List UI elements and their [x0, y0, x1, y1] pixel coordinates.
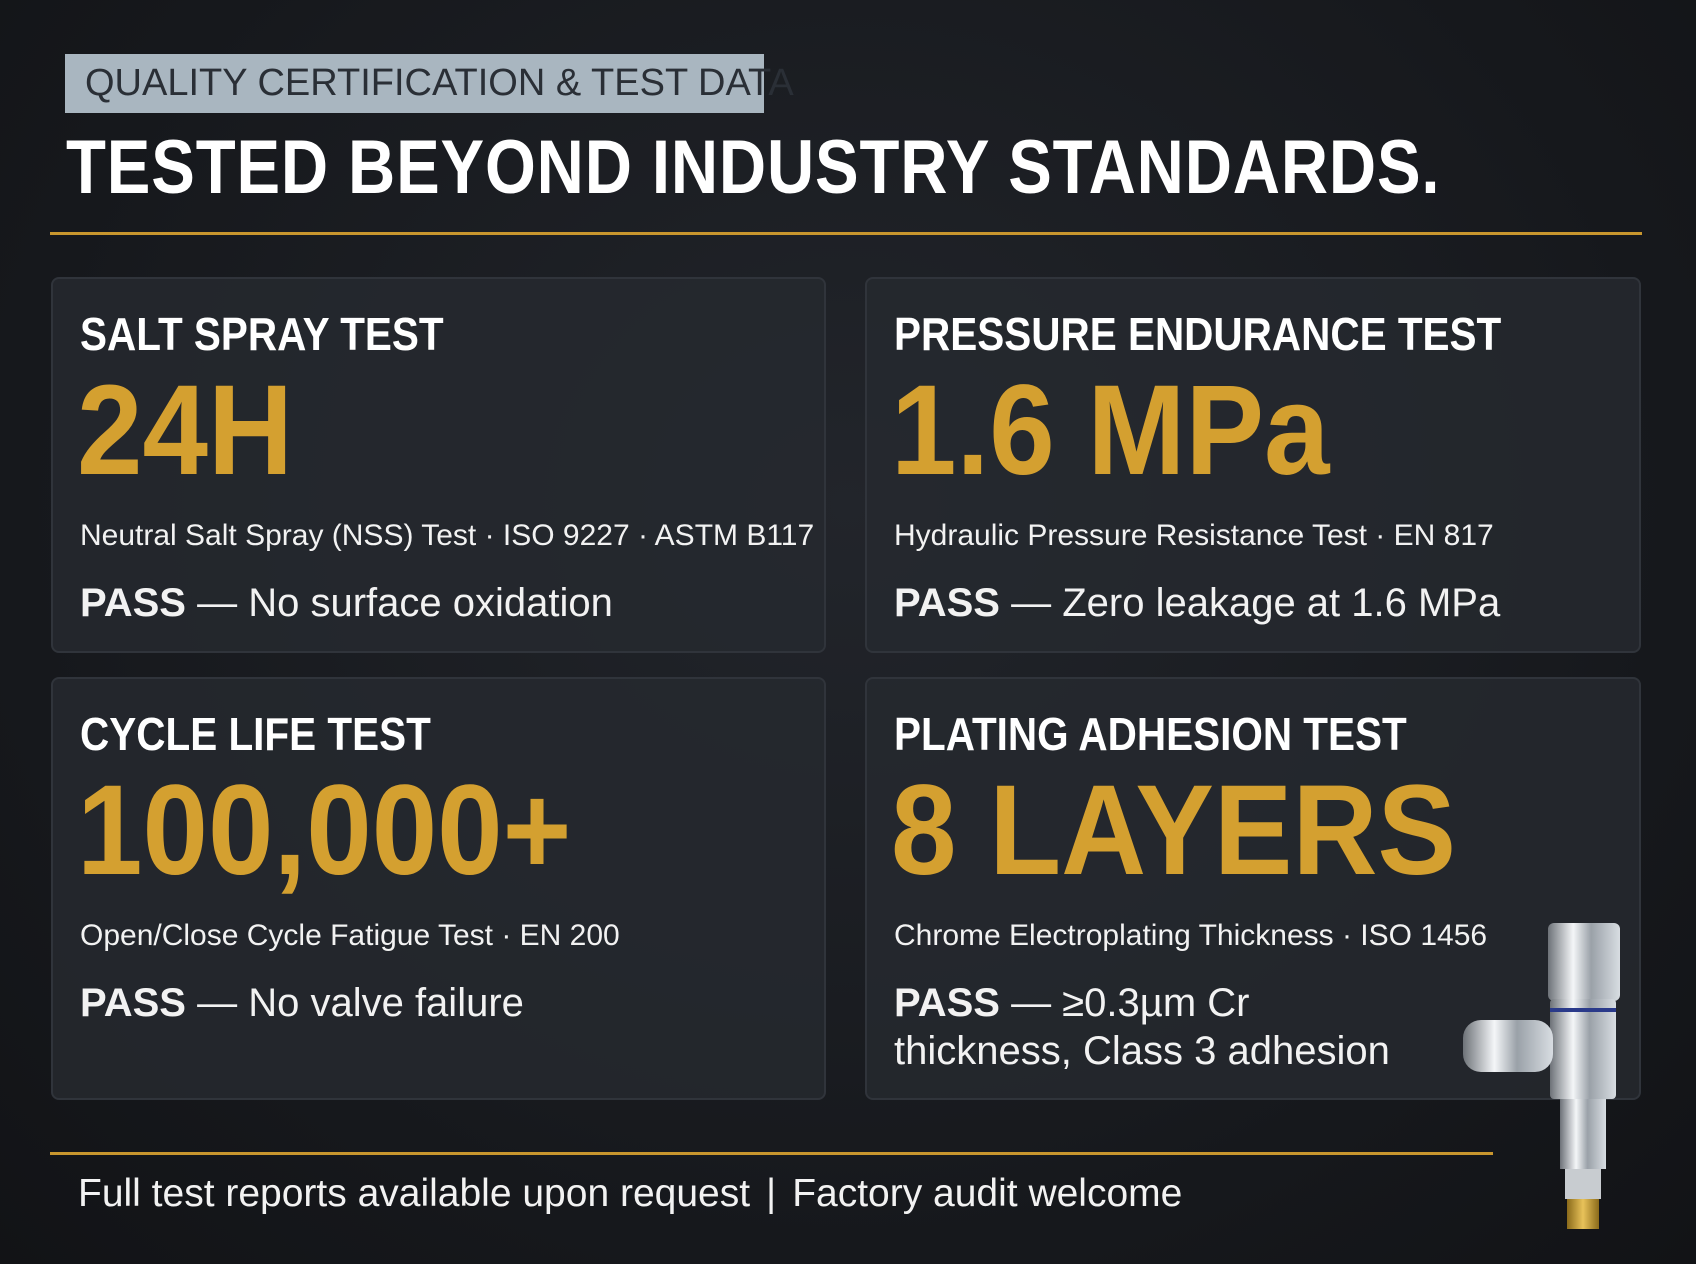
card-title: SALT SPRAY TEST	[80, 308, 444, 360]
card-standard: Open/Close Cycle Fatigue Test · EN 200	[80, 919, 620, 952]
test-card: SALT SPRAY TEST 24H Neutral Salt Spray (…	[51, 277, 826, 653]
card-result: PASS — No valve failure	[80, 979, 524, 1027]
footer-text: Factory audit welcome	[792, 1172, 1183, 1215]
card-value: 1.6 MPa	[891, 359, 1330, 502]
status: PASS	[894, 981, 1000, 1025]
detail: — No valve failure	[197, 981, 524, 1025]
section-tag: QUALITY CERTIFICATION & TEST DATA	[65, 54, 794, 113]
status: PASS	[80, 981, 186, 1025]
card-title: PRESSURE ENDURANCE TEST	[894, 308, 1502, 360]
card-result: PASS — No surface oxidation	[80, 579, 613, 627]
detail: — Zero leakage at 1.6 MPa	[1011, 581, 1501, 625]
card-title: PLATING ADHESION TEST	[894, 708, 1407, 760]
card-value: 24H	[77, 359, 294, 502]
card-standard: Hydraulic Pressure Resistance Test · EN …	[894, 519, 1494, 552]
divider	[50, 232, 1642, 235]
card-value: 8 LAYERS	[891, 759, 1457, 902]
test-card: CYCLE LIFE TEST 100,000+ Open/Close Cycl…	[51, 677, 826, 1100]
detail: — ≥0.3µm Cr thickness, Class 3 adhesion	[894, 981, 1390, 1073]
card-result: PASS — Zero leakage at 1.6 MPa	[894, 579, 1500, 627]
card-title: CYCLE LIFE TEST	[80, 708, 431, 760]
valve-image	[1463, 923, 1620, 1229]
status: PASS	[80, 581, 186, 625]
footer: Full test reports available upon request…	[78, 1172, 1182, 1216]
divider	[50, 1152, 1493, 1155]
page-title: TESTED BEYOND INDUSTRY STANDARDS.	[66, 125, 1441, 210]
footer-text: Full test reports available upon request	[78, 1172, 751, 1215]
status: PASS	[894, 581, 1000, 625]
test-card: PLATING ADHESION TEST 8 LAYERS Chrome El…	[865, 677, 1641, 1100]
card-result: PASS — ≥0.3µm Cr thickness, Class 3 adhe…	[894, 979, 1424, 1075]
card-standard: Neutral Salt Spray (NSS) Test · ISO 9227…	[80, 519, 815, 552]
card-standard: Chrome Electroplating Thickness · ISO 14…	[894, 919, 1488, 952]
separator: |	[766, 1172, 777, 1215]
card-value: 100,000+	[77, 759, 572, 902]
detail: — No surface oxidation	[197, 581, 613, 625]
test-card: PRESSURE ENDURANCE TEST 1.6 MPa Hydrauli…	[865, 277, 1641, 653]
